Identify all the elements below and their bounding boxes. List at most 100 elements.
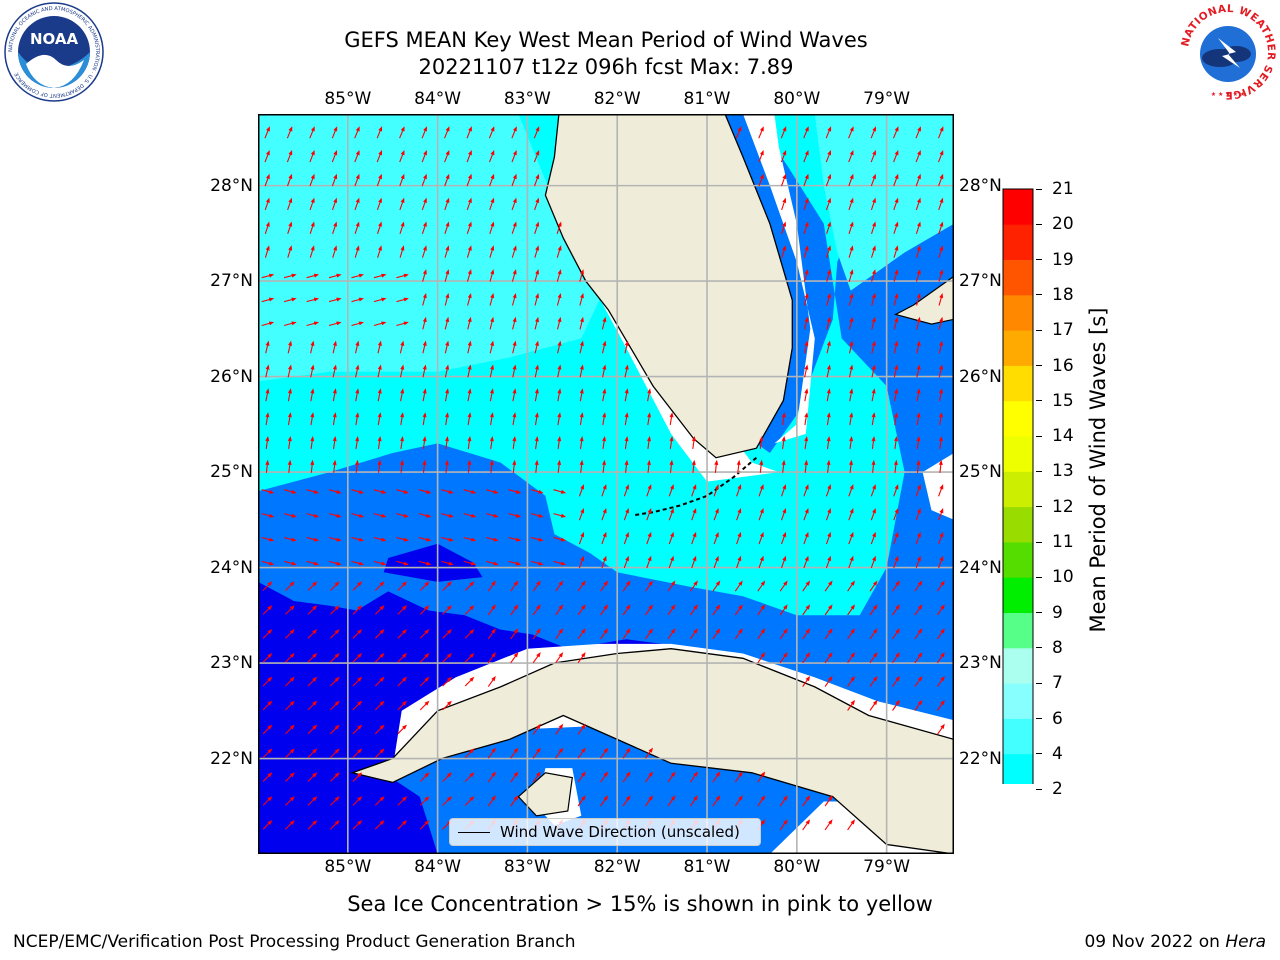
wave-arrow-head [536,628,541,634]
wave-arrow-head [894,412,898,418]
wave-arrow-head [379,653,385,658]
wave-arrow-head [515,513,522,518]
wave-arrow-head [467,364,472,370]
wave-arrow-head [872,555,876,562]
colorbar-tick-mark [1036,470,1042,472]
wave-arrow-head [560,489,567,494]
wave-arrow-head [894,508,899,514]
wave-arrow-head [268,513,275,518]
wave-arrow-head [381,321,387,326]
wave-arrow-head [826,459,831,465]
wave-arrow-head [287,459,292,465]
wave-arrow-head [265,459,270,465]
wave-arrow-head [333,126,338,132]
wave-arrow-head [400,340,405,346]
wave-arrow-head [895,652,900,658]
wave-arrow-head [917,531,921,538]
wave-arrow-head [917,150,921,156]
wave-arrow-head [424,581,430,587]
wave-arrow-head [850,604,855,610]
wave-arrow-head [916,340,921,346]
colorbar-tick-mark [1036,223,1042,225]
wave-arrow-head [424,796,430,802]
wave-arrow-head [444,459,449,465]
wave-arrow-head [804,484,809,490]
wave-arrow-head [423,150,427,156]
wave-arrow-head [445,150,450,156]
wave-arrow-head [873,676,878,682]
wave-arrow-head [379,820,385,825]
wave-arrow-head [491,795,496,801]
wave-arrow-head [581,747,586,753]
colorbar-segment [1003,189,1033,225]
no-data-coast [922,453,954,520]
lon-tick-top: 82°W [593,89,641,109]
wave-arrow-head [827,531,831,538]
wave-arrow-head [849,484,854,490]
wave-arrow-head [423,126,427,132]
wave-arrow-head [422,293,427,299]
wave-arrow-head [827,555,831,562]
wave-arrow-head [939,197,944,203]
wave-arrow-head [513,652,519,658]
wave-arrow-head [424,772,430,778]
wave-arrow-head [850,580,855,586]
wave-arrow-head [894,388,899,394]
wave-arrow-head [557,221,562,227]
wave-arrow-head [400,364,405,370]
wave-arrow-head [691,436,696,442]
period-band-6-7 [814,114,954,291]
wave-arrow-head [312,748,318,754]
wave-arrow-head [446,653,452,658]
wave-arrow-head [334,772,340,778]
wave-arrow-head [310,412,315,418]
wave-arrow-head [381,273,387,278]
wave-arrow-head [467,388,472,394]
wave-direction-arrows [261,126,945,831]
wave-arrow-head [469,581,475,587]
wave-arrow-head [358,321,364,326]
wave-arrow-head [333,245,337,251]
colorbar-segment [1003,683,1033,719]
wave-arrow-head [783,604,788,610]
wave-arrow-head [379,629,385,634]
colorbar-segment [1003,400,1033,437]
wave-arrow-head [894,197,899,203]
wave-arrow-head [783,652,788,658]
wave-arrow-head [939,269,944,275]
wave-arrow-head [355,126,360,132]
wave-arrow-head [357,772,363,778]
wave-arrow-head [805,604,811,610]
wave-arrow-head [312,605,318,611]
wave-arrow-head [647,459,651,465]
wave-arrow-head [289,629,295,634]
wave-arrow-head [378,221,382,227]
wave-arrow-head [692,508,697,514]
wave-arrow-head [715,795,721,801]
wave-arrow-head [603,795,609,801]
wave-arrow-head [804,245,809,251]
wave-arrow-head [445,364,450,370]
wave-arrow-head [871,340,876,346]
wave-arrow-head [267,772,273,778]
wave-arrow-head [313,273,320,278]
wave-arrow-head [581,795,586,801]
wave-arrow-head [265,364,270,370]
wave-arrow-head [782,484,787,490]
wave-arrow-head [715,508,719,514]
wave-arrow-head [669,459,674,465]
wave-arrow-head [445,293,450,299]
wave-arrow-head [312,724,318,730]
wave-arrow-head [894,245,899,251]
wave-arrow-head [381,537,387,542]
colorbar-segment [1003,612,1033,649]
wave-arrow-head [916,364,921,370]
wave-arrow-head [312,629,318,634]
wave-arrow-head [804,150,809,156]
wave-arrow-head [782,221,786,227]
wave-arrow-head [670,555,674,562]
wave-arrow-head [491,676,496,682]
wave-arrow-head [467,459,472,465]
wave-arrow-head [917,484,921,490]
wave-arrow-head [602,412,607,418]
